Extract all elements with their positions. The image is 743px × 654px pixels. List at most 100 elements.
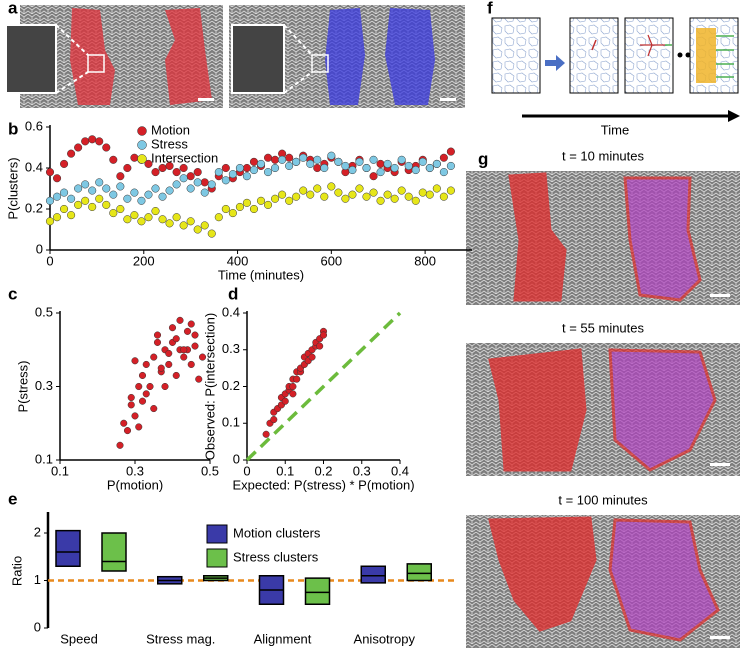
point	[418, 157, 427, 166]
point	[172, 213, 181, 222]
point	[95, 137, 104, 146]
legend-marker	[137, 154, 147, 164]
point	[142, 360, 150, 369]
panel-f-diagram	[491, 17, 740, 122]
point	[397, 186, 406, 195]
point	[116, 204, 125, 214]
point	[446, 161, 455, 170]
point	[292, 157, 301, 166]
point	[138, 371, 147, 380]
y-tick-label: 0	[233, 451, 240, 466]
point	[165, 349, 173, 357]
legend-label: Stress clusters	[233, 549, 319, 564]
frame-title: t = 100 minutes	[558, 492, 648, 507]
point	[109, 190, 118, 199]
point	[123, 427, 132, 435]
point	[334, 188, 343, 197]
point	[102, 200, 111, 209]
point	[200, 221, 209, 230]
point	[151, 184, 160, 193]
point	[130, 153, 139, 162]
y-axis-label: P(stress)	[15, 361, 30, 413]
box	[55, 529, 81, 567]
frame-title: t = 10 minutes	[562, 148, 645, 163]
point	[183, 327, 192, 335]
legend-label: Stress	[151, 136, 188, 151]
point	[278, 155, 287, 164]
point	[123, 163, 132, 173]
frame-title: t = 55 minutes	[562, 320, 645, 335]
y-tick-label: 0.4	[25, 159, 43, 174]
point	[60, 204, 69, 214]
point	[67, 194, 76, 203]
point	[131, 412, 139, 420]
y-axis-label: Observed: P(intersection)	[202, 313, 217, 460]
point	[235, 163, 244, 173]
point	[285, 196, 294, 205]
y-tick-label: 1	[34, 572, 41, 587]
point	[165, 219, 174, 228]
point	[293, 375, 301, 383]
point	[161, 382, 169, 391]
box	[406, 563, 432, 582]
x-tick-label: 0	[243, 463, 250, 478]
legend-marker	[137, 126, 147, 136]
point	[191, 331, 199, 339]
point	[306, 159, 315, 168]
point	[207, 180, 216, 189]
point	[390, 194, 399, 203]
point	[146, 382, 154, 391]
panel-label: g	[478, 149, 488, 168]
point	[116, 441, 124, 449]
box	[304, 577, 331, 605]
box	[101, 532, 127, 572]
point	[320, 192, 329, 201]
point	[138, 397, 147, 405]
panel-label: b	[8, 119, 18, 138]
point	[362, 163, 371, 173]
point	[362, 192, 371, 201]
point	[327, 182, 336, 191]
point	[130, 211, 139, 220]
point	[187, 360, 195, 369]
point	[135, 423, 143, 431]
point	[195, 375, 203, 383]
point	[313, 184, 322, 193]
point	[249, 166, 259, 175]
y-tick-label: 0.5	[35, 304, 53, 319]
point	[256, 159, 266, 168]
point	[191, 342, 199, 350]
point	[120, 419, 128, 427]
point	[334, 157, 343, 166]
x-axis-label: P(motion)	[107, 477, 163, 492]
point	[285, 161, 294, 170]
point	[355, 157, 364, 166]
point	[270, 416, 278, 424]
point	[144, 159, 153, 168]
point	[144, 213, 153, 222]
point	[116, 172, 125, 181]
point	[432, 159, 441, 168]
point	[172, 168, 181, 177]
point	[271, 155, 280, 164]
point	[327, 151, 336, 160]
panel-label: e	[8, 489, 17, 508]
point	[425, 163, 434, 173]
point	[200, 188, 209, 197]
x-tick-label: 800	[414, 253, 436, 268]
point	[207, 229, 216, 238]
point	[249, 204, 259, 214]
point	[341, 194, 350, 203]
y-axis-label: Ratio	[9, 556, 24, 586]
y-tick-label: 0.6	[25, 118, 43, 133]
point	[172, 371, 180, 380]
x-tick-label: 0.2	[314, 463, 332, 478]
point	[249, 157, 259, 166]
point	[242, 163, 251, 173]
point	[74, 200, 83, 209]
point	[45, 217, 55, 226]
point	[198, 353, 207, 361]
x-tick-label: 0.4	[391, 463, 409, 478]
point	[418, 188, 427, 197]
point	[151, 207, 160, 216]
